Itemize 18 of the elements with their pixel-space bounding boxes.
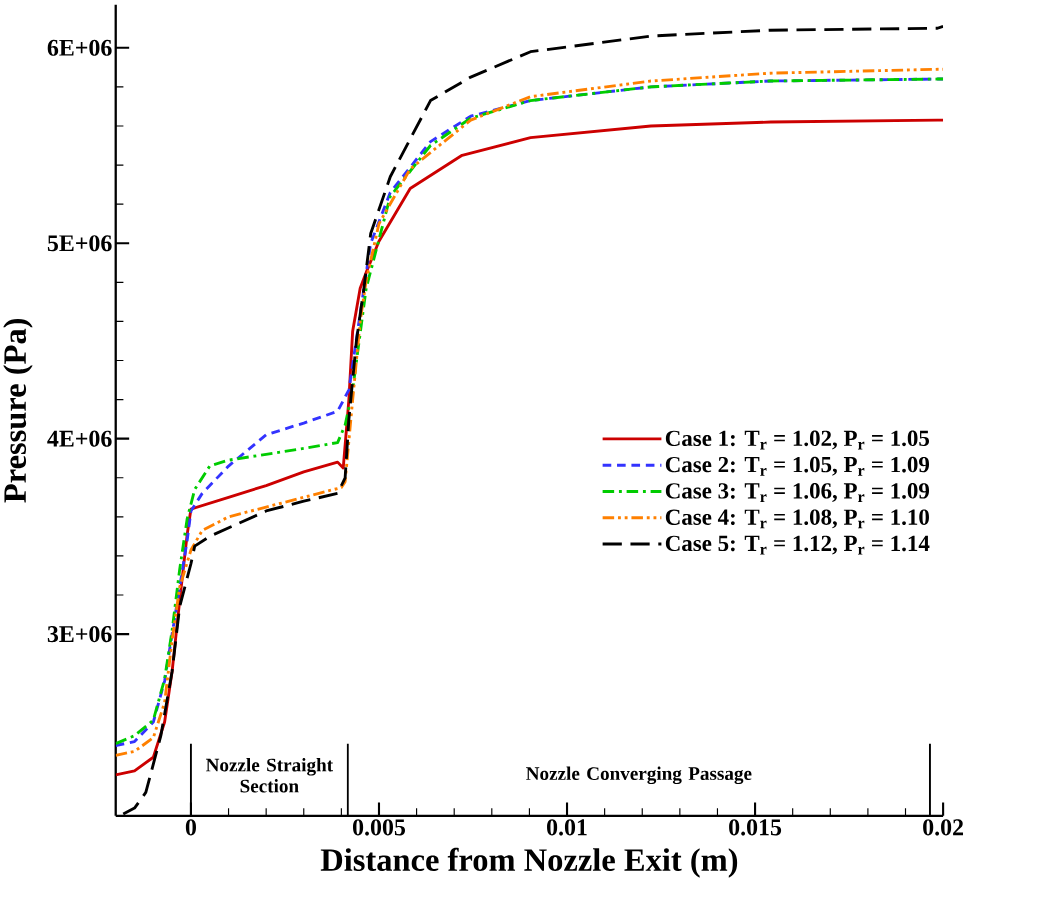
y-tick-label: 3E+06 bbox=[47, 626, 112, 643]
x-tick-label: 0.02 bbox=[923, 819, 964, 836]
x-axis-title: Distance from Nozzle Exit (m) bbox=[320, 847, 738, 878]
y-axis-title: Pressure (Pa) bbox=[3, 319, 33, 503]
legend-label: Case 5: T$_{r}$ = 1.12, P$_{r}$ = 1.14 bbox=[665, 535, 930, 555]
legend-label: Case 2: T$_{r}$ = 1.05, P$_{r}$ = 1.09 bbox=[665, 456, 930, 476]
x-tick-label: 0.015 bbox=[729, 819, 782, 836]
x-tick-label: 0.01 bbox=[547, 819, 587, 836]
legend-label: Case 4: T$_{r}$ = 1.08, P$_{r}$ = 1.10 bbox=[665, 509, 929, 529]
legend-label: Case 3: T$_{r}$ = 1.06, P$_{r}$ = 1.09 bbox=[665, 483, 930, 503]
y-tick-label: 5E+06 bbox=[47, 235, 112, 252]
annotation: Nozzle Straight Section bbox=[205, 758, 333, 793]
legend-label: Case 1: T$_{r}$ = 1.02, P$_{r}$ = 1.05 bbox=[665, 430, 930, 450]
annotation: Nozzle Converging Passage bbox=[526, 766, 752, 785]
y-tick-label: 4E+06 bbox=[47, 430, 112, 447]
x-tick-label: 0.005 bbox=[353, 819, 406, 836]
x-tick-label: 0 bbox=[185, 819, 196, 836]
y-tick-label: 6E+06 bbox=[47, 39, 112, 56]
